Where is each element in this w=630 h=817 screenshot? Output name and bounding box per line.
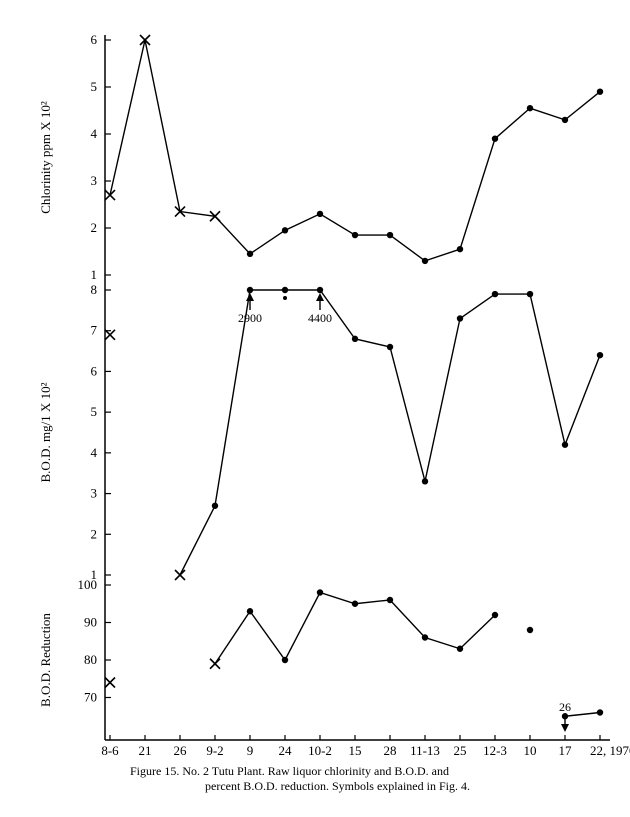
data-marker-dot xyxy=(352,232,358,238)
x-tick-label: 10-2 xyxy=(308,743,332,758)
y-axis-label: B.O.D. mg/1 X 10² xyxy=(38,382,53,482)
y-axis-label: B.O.D. Reduction xyxy=(38,613,53,707)
x-tick-label: 28 xyxy=(384,743,397,758)
series-line xyxy=(110,40,600,261)
figure-container: 8-621269-292410-2152811-132512-3101722, … xyxy=(0,0,630,817)
data-marker-dot xyxy=(422,634,428,640)
x-tick-label: 9-2 xyxy=(206,743,223,758)
x-tick-label: 10 xyxy=(524,743,537,758)
arrow-head xyxy=(246,293,254,301)
data-marker-dot xyxy=(492,136,498,142)
y-tick-label: 100 xyxy=(78,577,98,592)
x-tick-label: 24 xyxy=(279,743,293,758)
offscale-label: 2900 xyxy=(238,311,262,325)
y-tick-label: 3 xyxy=(91,486,98,501)
figure-caption: Figure 15. No. 2 Tutu Plant. Raw liquor … xyxy=(130,764,449,778)
y-tick-label: 90 xyxy=(84,615,97,630)
y-axis-label: Chlorinity ppm X 10² xyxy=(38,101,53,214)
y-tick-label: 5 xyxy=(91,79,98,94)
data-marker-dot xyxy=(352,601,358,607)
x-tick-label: 25 xyxy=(454,743,467,758)
data-marker-dot xyxy=(527,627,533,633)
offscale-label: 26 xyxy=(559,700,571,714)
x-tick-label: 21 xyxy=(139,743,152,758)
stray-dot xyxy=(283,296,287,300)
data-marker-dot xyxy=(527,291,533,297)
data-marker-dot xyxy=(282,287,288,293)
data-marker-dot xyxy=(457,646,463,652)
series-line xyxy=(215,593,600,717)
x-tick-label: 12-3 xyxy=(483,743,507,758)
data-marker-dot xyxy=(212,503,218,509)
y-tick-label: 6 xyxy=(91,363,98,378)
data-marker-dot xyxy=(492,612,498,618)
data-marker-dot xyxy=(247,287,253,293)
data-marker-dot xyxy=(492,291,498,297)
y-tick-label: 80 xyxy=(84,652,97,667)
x-tick-label: 9 xyxy=(247,743,254,758)
series-line xyxy=(180,290,600,575)
data-marker-dot xyxy=(422,478,428,484)
y-tick-label: 4 xyxy=(91,126,98,141)
x-tick-label: 15 xyxy=(349,743,362,758)
data-marker-dot xyxy=(597,352,603,358)
x-tick-label: 22, 1970 xyxy=(590,743,630,758)
data-marker-dot xyxy=(562,442,568,448)
data-marker-dot xyxy=(422,258,428,264)
data-marker-dot xyxy=(457,315,463,321)
data-marker-dot xyxy=(352,336,358,342)
x-tick-label: 11-13 xyxy=(410,743,440,758)
data-marker-dot xyxy=(247,608,253,614)
data-marker-dot xyxy=(387,232,393,238)
data-marker-dot xyxy=(597,89,603,95)
data-marker-dot xyxy=(597,709,603,715)
x-tick-label: 17 xyxy=(559,743,573,758)
data-marker-dot xyxy=(282,227,288,233)
y-tick-label: 5 xyxy=(91,404,98,419)
data-marker-dot xyxy=(317,287,323,293)
y-tick-label: 1 xyxy=(91,267,98,282)
arrow-head xyxy=(561,724,569,732)
data-marker-dot xyxy=(562,117,568,123)
x-tick-label: 26 xyxy=(174,743,188,758)
chart-svg: 8-621269-292410-2152811-132512-3101722, … xyxy=(0,0,630,817)
data-marker-dot xyxy=(317,211,323,217)
y-tick-label: 6 xyxy=(91,32,98,47)
y-tick-label: 7 xyxy=(91,323,98,338)
data-marker-dot xyxy=(247,251,253,257)
y-tick-label: 2 xyxy=(91,526,98,541)
y-tick-label: 8 xyxy=(91,282,98,297)
y-tick-label: 4 xyxy=(91,445,98,460)
offscale-label: 4400 xyxy=(308,311,332,325)
data-marker-dot xyxy=(282,657,288,663)
figure-caption: percent B.O.D. reduction. Symbols explai… xyxy=(205,779,470,793)
data-marker-dot xyxy=(317,589,323,595)
data-marker-dot xyxy=(457,246,463,252)
y-tick-label: 3 xyxy=(91,173,98,188)
data-marker-dot xyxy=(387,597,393,603)
x-tick-label: 8-6 xyxy=(101,743,119,758)
y-tick-label: 2 xyxy=(91,220,98,235)
data-marker-dot xyxy=(527,105,533,111)
data-marker-dot xyxy=(387,344,393,350)
y-tick-label: 70 xyxy=(84,690,97,705)
